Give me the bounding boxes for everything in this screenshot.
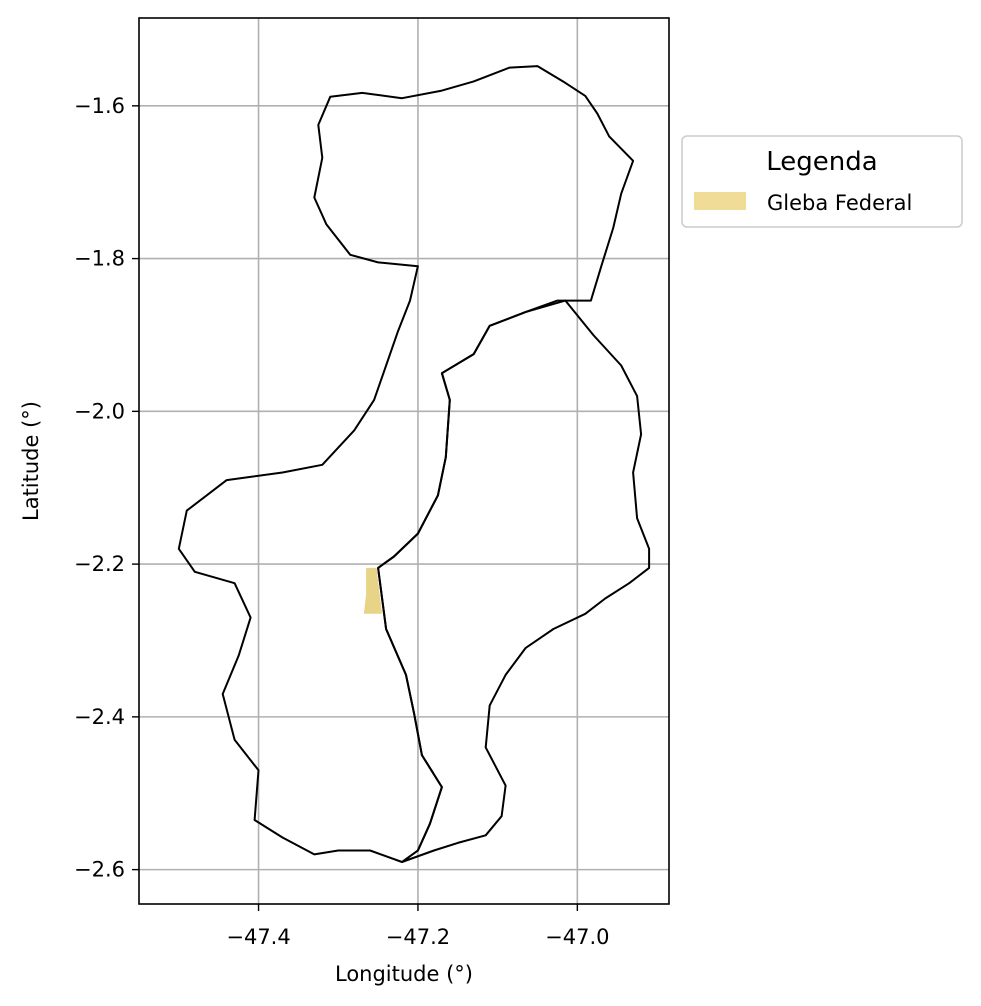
y-tick-label-2: −2.0 — [74, 399, 125, 423]
y-tick-label-0: −1.6 — [74, 94, 125, 118]
x-axis-label: Longitude (°) — [335, 962, 473, 986]
y-axis-label: Latitude (°) — [19, 401, 43, 521]
y-tick-label-4: −2.4 — [74, 705, 125, 729]
x-tick-label-2: −47.0 — [545, 925, 609, 949]
legend-box — [681, 135, 963, 228]
legend-swatch-gleba — [694, 192, 746, 210]
y-tick-label-5: −2.6 — [74, 858, 125, 882]
y-tick-label-3: −2.2 — [74, 552, 125, 576]
boundary-layer — [177, 65, 651, 863]
x-tick-label-0: −47.4 — [226, 925, 290, 949]
boundary-polygon-0 — [177, 65, 635, 863]
gleba-layer — [363, 567, 383, 614]
legend-title: Legenda — [766, 147, 877, 177]
plot-frame — [138, 17, 670, 905]
gleba-federal-area — [363, 567, 383, 614]
y-ticks: −1.6 −1.8 −2.0 −2.2 −2.4 −2.6 — [74, 94, 139, 882]
grid-lines — [139, 18, 669, 904]
y-tick-label-1: −1.8 — [74, 247, 125, 271]
legend-label-gleba: Gleba Federal — [767, 191, 912, 215]
legend: Legenda Gleba Federal — [681, 135, 963, 228]
x-tick-label-1: −47.2 — [386, 925, 450, 949]
x-ticks: −47.4 −47.2 −47.0 — [226, 904, 610, 949]
boundary-polygon-1 — [377, 299, 651, 863]
